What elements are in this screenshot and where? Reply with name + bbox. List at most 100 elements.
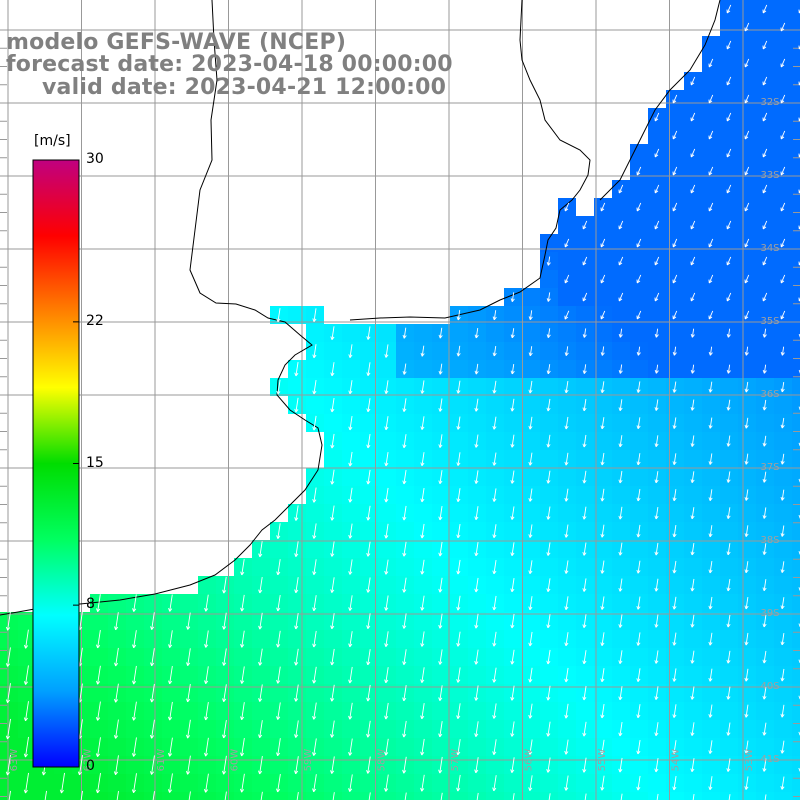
wind-speed-cell <box>666 324 684 342</box>
wind-arrow <box>80 790 83 800</box>
wind-arrow <box>762 543 767 555</box>
wind-arrow <box>438 434 443 448</box>
wind-speed-cell <box>558 540 576 558</box>
wind-speed-cell <box>792 522 800 540</box>
wind-arrow <box>708 704 713 718</box>
wind-speed-cell <box>756 270 774 288</box>
wind-arrow <box>654 686 659 700</box>
wind-speed-cell <box>198 612 216 630</box>
wind-arrow <box>672 310 678 320</box>
wind-speed-cell <box>684 486 702 504</box>
wind-arrow <box>690 435 695 447</box>
wind-arrow <box>528 631 533 647</box>
wind-speed-cell <box>792 198 800 216</box>
wind-arrow <box>692 794 695 800</box>
wind-arrow <box>168 630 173 648</box>
wind-arrow <box>618 757 623 773</box>
longitude-label: 53W <box>744 749 755 772</box>
wind-speed-cell <box>720 486 738 504</box>
wind-arrow <box>276 308 281 323</box>
wind-speed-cell <box>720 54 738 72</box>
wind-arrow <box>744 381 749 393</box>
wind-speed-cell <box>414 432 432 450</box>
wind-speed-cell <box>684 594 702 612</box>
wind-speed-cell <box>720 792 738 800</box>
wind-speed-cell <box>666 612 684 630</box>
wind-speed-cell <box>522 360 540 378</box>
wind-arrow <box>294 577 299 594</box>
wind-speed-cell <box>648 306 666 324</box>
wind-arrow <box>474 327 479 339</box>
wind-arrow <box>438 649 443 665</box>
wind-arrow <box>222 612 227 630</box>
wind-arrow <box>564 775 569 791</box>
wind-arrow <box>744 453 749 465</box>
wind-speed-cell <box>612 486 630 504</box>
wind-speed-cell <box>612 702 630 720</box>
wind-arrow <box>96 594 101 613</box>
wind-speed-cell <box>414 468 432 486</box>
wind-arrow <box>59 772 65 794</box>
wind-arrow <box>420 416 425 430</box>
wind-arrow <box>260 791 263 800</box>
wind-speed-cell <box>648 774 666 792</box>
wind-arrow <box>708 560 713 574</box>
wind-speed-cell <box>702 432 720 450</box>
wind-speed-cell <box>738 252 756 270</box>
wind-arrow <box>618 328 623 338</box>
wind-arrow <box>762 76 768 86</box>
wind-arrow <box>780 525 785 537</box>
wind-speed-cell <box>612 450 630 468</box>
wind-speed-cell <box>414 396 432 414</box>
wind-speed-cell <box>720 306 738 324</box>
wind-speed-cell <box>54 792 72 800</box>
wind-speed-cell <box>774 216 792 234</box>
wind-speed-cell <box>756 594 774 612</box>
wind-speed-cell <box>558 324 576 342</box>
wind-speed-cell <box>522 396 540 414</box>
wind-speed-cell <box>702 612 720 630</box>
wind-arrow <box>762 471 767 483</box>
wind-arrow <box>654 722 659 737</box>
wind-arrow <box>366 577 371 593</box>
wind-arrow <box>744 310 750 320</box>
wind-speed-cell <box>576 450 594 468</box>
wind-speed-cell <box>180 666 198 684</box>
wind-speed-cell <box>558 576 576 594</box>
wind-arrow <box>330 433 335 449</box>
wind-speed-cell <box>18 684 36 702</box>
wind-arrow <box>438 506 443 521</box>
wind-speed-cell <box>738 324 756 342</box>
wind-speed-cell <box>648 126 666 144</box>
wind-arrow <box>474 506 479 521</box>
wind-speed-cell <box>576 414 594 432</box>
wind-speed-cell <box>288 666 306 684</box>
wind-speed-cell <box>558 360 576 378</box>
wind-speed-cell <box>630 432 648 450</box>
wind-speed-cell <box>648 198 666 216</box>
wind-speed-cell <box>756 198 774 216</box>
wind-arrow <box>636 632 641 646</box>
wind-arrow <box>726 256 732 266</box>
wind-speed-cell <box>774 720 792 738</box>
wind-speed-cell <box>378 720 396 738</box>
wind-speed-cell <box>792 216 800 234</box>
wind-arrow <box>420 345 425 357</box>
wind-arrow <box>312 308 317 322</box>
wind-arrow <box>762 615 767 628</box>
wind-arrow <box>366 613 371 629</box>
wind-speed-cell <box>666 180 684 198</box>
wind-speed-cell <box>216 702 234 720</box>
wind-speed-cell <box>738 216 756 234</box>
wind-arrow <box>690 256 696 266</box>
wind-arrow <box>276 702 281 720</box>
wind-speed-cell <box>648 486 666 504</box>
wind-arrow <box>492 703 497 719</box>
wind-arrow <box>168 666 173 685</box>
wind-arrow <box>708 489 713 501</box>
wind-speed-cell <box>558 684 576 702</box>
wind-speed-cell <box>360 774 378 792</box>
wind-speed-cell <box>774 360 792 378</box>
wind-arrow <box>402 685 407 702</box>
